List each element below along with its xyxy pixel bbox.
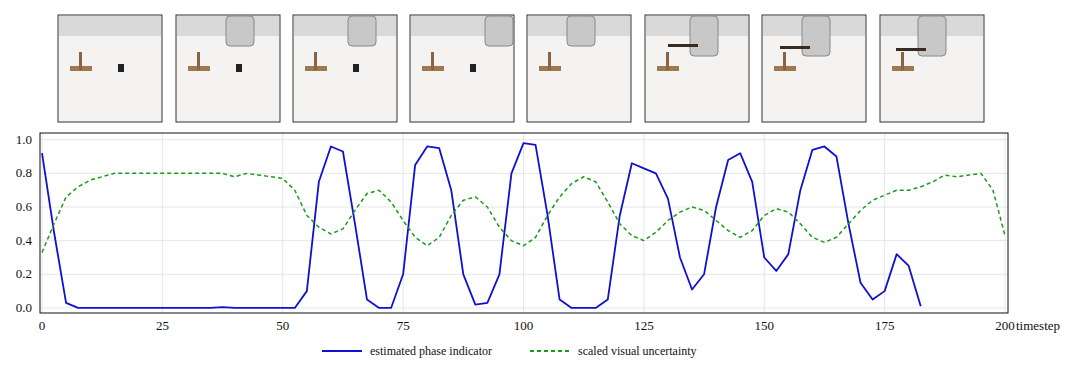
frame-bg [527,15,631,122]
figure: 0 25 50 75 100 125 150 175 200 0.0 0.2 0.4 0.6 0.8 1.0… [0,0,1080,368]
x-tick-label: 200 [995,318,1015,333]
series-line [42,173,1005,252]
y-tick-label: 1.0 [16,132,32,147]
grid-line [162,133,163,313]
y-tick-label: 0.2 [16,266,32,281]
grid-line [884,133,885,313]
robot-arm [348,16,376,46]
axes: 0 25 50 75 100 125 150 175 200 0.0 0.2 0.4 0.6 0.8 1.0… [16,132,1060,333]
stand-post [666,52,669,70]
frame-image [58,15,162,122]
robot-arm [690,16,718,56]
legend-label: estimated phase indicator [370,344,492,358]
grid-line [282,133,283,313]
grid-line [40,240,1008,241]
grid-line [40,139,1008,140]
x-tick-label: 25 [156,318,169,333]
grid [40,133,1008,313]
robot-arm [567,16,595,46]
x-tick-label: 125 [634,318,654,333]
series-line [42,143,921,308]
plot-frame [40,133,1008,313]
legend: estimated phase indicator scaled visual u… [322,344,697,358]
held-tool [668,44,698,47]
frame-bg [880,15,984,122]
grid-line [643,133,644,313]
y-tick-label: 0.4 [16,233,33,248]
stand-post [197,52,200,70]
stand-post [431,52,434,70]
frame-image [880,15,984,122]
x-tick-label: 150 [755,318,775,333]
tool [353,64,359,72]
tool [118,64,124,72]
frame-bg [762,15,866,122]
x-tick-label: 75 [397,318,410,333]
frame-image [762,15,866,122]
frame-image [176,15,280,122]
frame-bg [645,15,749,122]
x-tick-label: 0 [39,318,46,333]
stand-post [79,52,82,70]
stand-post [548,52,551,70]
image-strip [58,15,984,122]
grid-line [40,274,1008,275]
grid-line [1005,133,1006,313]
frame-image [293,15,397,122]
stand-post [314,52,317,70]
y-tick-label: 0.8 [16,165,32,180]
frame-image [645,15,749,122]
x-axis-label: timestep [1016,318,1060,333]
legend-label: scaled visual uncertainty [578,344,697,358]
frame-image [527,15,631,122]
frame-wall [294,16,396,36]
legend-swatch [530,350,570,352]
tool [236,64,242,72]
robot-arm [226,16,254,46]
stand-post [783,52,786,70]
frame-bg [58,15,162,122]
held-tool [780,46,810,49]
frame-bg [410,15,514,122]
x-tick-label: 50 [276,318,289,333]
frame-image [410,15,514,122]
stand-post [901,52,904,70]
grid-line [40,207,1008,208]
y-tick-label: 0.6 [16,199,33,214]
frame-bg [293,15,397,122]
frame-wall [59,16,161,36]
held-tool [896,48,926,51]
grid-line [764,133,765,313]
tool [470,64,476,72]
grid-line [403,133,404,313]
x-tick-label: 100 [514,318,534,333]
legend-swatch [322,350,362,352]
x-tick-label: 175 [875,318,895,333]
robot-arm [802,16,830,56]
y-tick-label: 0.0 [16,300,32,315]
grid-line [523,133,524,313]
series-group [42,143,1005,308]
robot-arm [485,16,513,46]
frame-bg [176,15,280,122]
